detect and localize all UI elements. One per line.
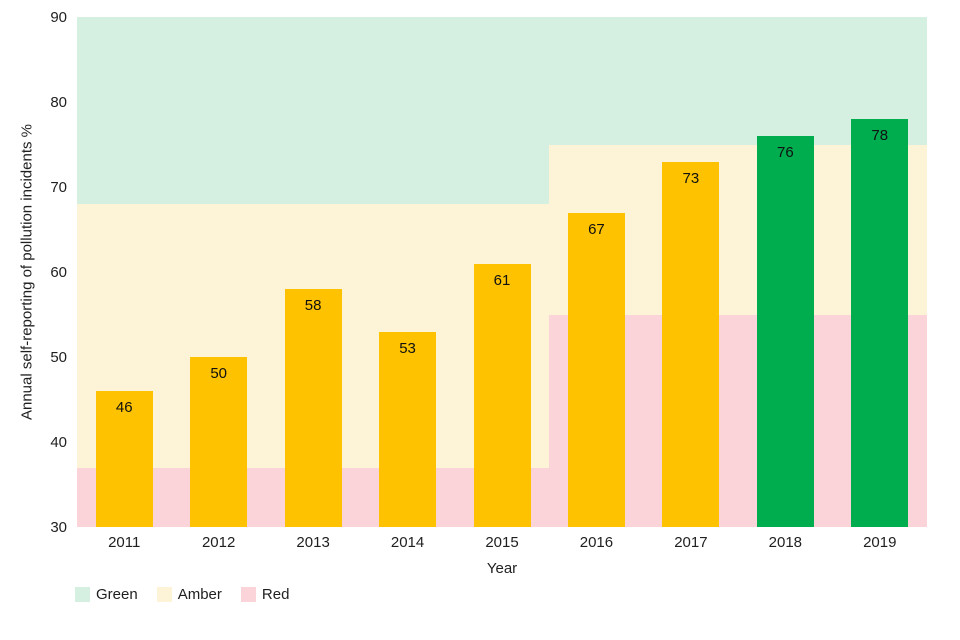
bar-value-2013: 58 <box>304 297 322 314</box>
y-tick-60: 60 <box>50 263 67 281</box>
bar-2012 <box>190 357 248 527</box>
legend-swatch-green <box>75 587 90 602</box>
bar-2018 <box>756 136 814 527</box>
x-tick-2014: 2014 <box>390 534 425 551</box>
legend-label-red: Red <box>261 586 290 603</box>
x-axis-title: Year <box>486 560 518 577</box>
bar-2019 <box>851 119 909 527</box>
bar-value-2014: 53 <box>399 339 416 357</box>
x-tick-2012: 2012 <box>201 534 236 551</box>
y-tick-30: 30 <box>50 518 67 536</box>
y-tick-40: 40 <box>50 433 67 451</box>
legend-item-red: Red <box>240 586 290 603</box>
bar-2014 <box>379 331 437 527</box>
bar-value-2015: 61 <box>493 271 511 289</box>
bar-value-2016: 67 <box>588 220 605 238</box>
bar-value-2011: 46 <box>115 399 133 416</box>
legend-item-amber: Amber <box>156 586 222 603</box>
legend-item-green: Green <box>75 586 138 603</box>
plot-area: 46 50 58 53 61 67 73 76 78 <box>77 17 927 527</box>
x-tick-2016: 2016 <box>579 534 614 551</box>
legend-label-green: Green <box>96 586 138 603</box>
x-axis-labels: 2011 2012 2013 2014 2015 2016 2017 2018 2019 <box>77 534 927 554</box>
x-tick-2011: 2011 <box>108 534 141 551</box>
bar-value-2019: 78 <box>871 127 889 144</box>
y-tick-70: 70 <box>50 178 67 196</box>
band-green-2011 <box>77 17 550 204</box>
bar-2016 <box>567 212 625 527</box>
legend: Green Amber Red <box>75 586 289 603</box>
bar-2017 <box>662 161 720 527</box>
bar-value-2018: 76 <box>776 144 794 161</box>
x-tick-2015: 2015 <box>485 534 519 551</box>
y-tick-90: 90 <box>50 8 67 26</box>
bar-2015 <box>473 263 531 527</box>
bar-value-2012: 50 <box>210 365 227 382</box>
x-tick-2019: 2019 <box>863 534 897 551</box>
y-tick-80: 80 <box>50 93 67 111</box>
bar-value-2017: 73 <box>682 169 700 187</box>
y-axis-ticks: 30 40 50 60 70 80 90 <box>0 0 67 640</box>
y-tick-50: 50 <box>50 348 67 366</box>
legend-label-amber: Amber <box>177 586 222 603</box>
x-tick-2017: 2017 <box>674 534 708 551</box>
legend-swatch-red <box>240 587 256 602</box>
x-tick-2013: 2013 <box>296 534 330 551</box>
legend-swatch-amber <box>156 587 172 602</box>
x-tick-2018: 2018 <box>768 534 803 551</box>
bar-2011 <box>95 391 153 527</box>
bar-2013 <box>284 289 342 527</box>
